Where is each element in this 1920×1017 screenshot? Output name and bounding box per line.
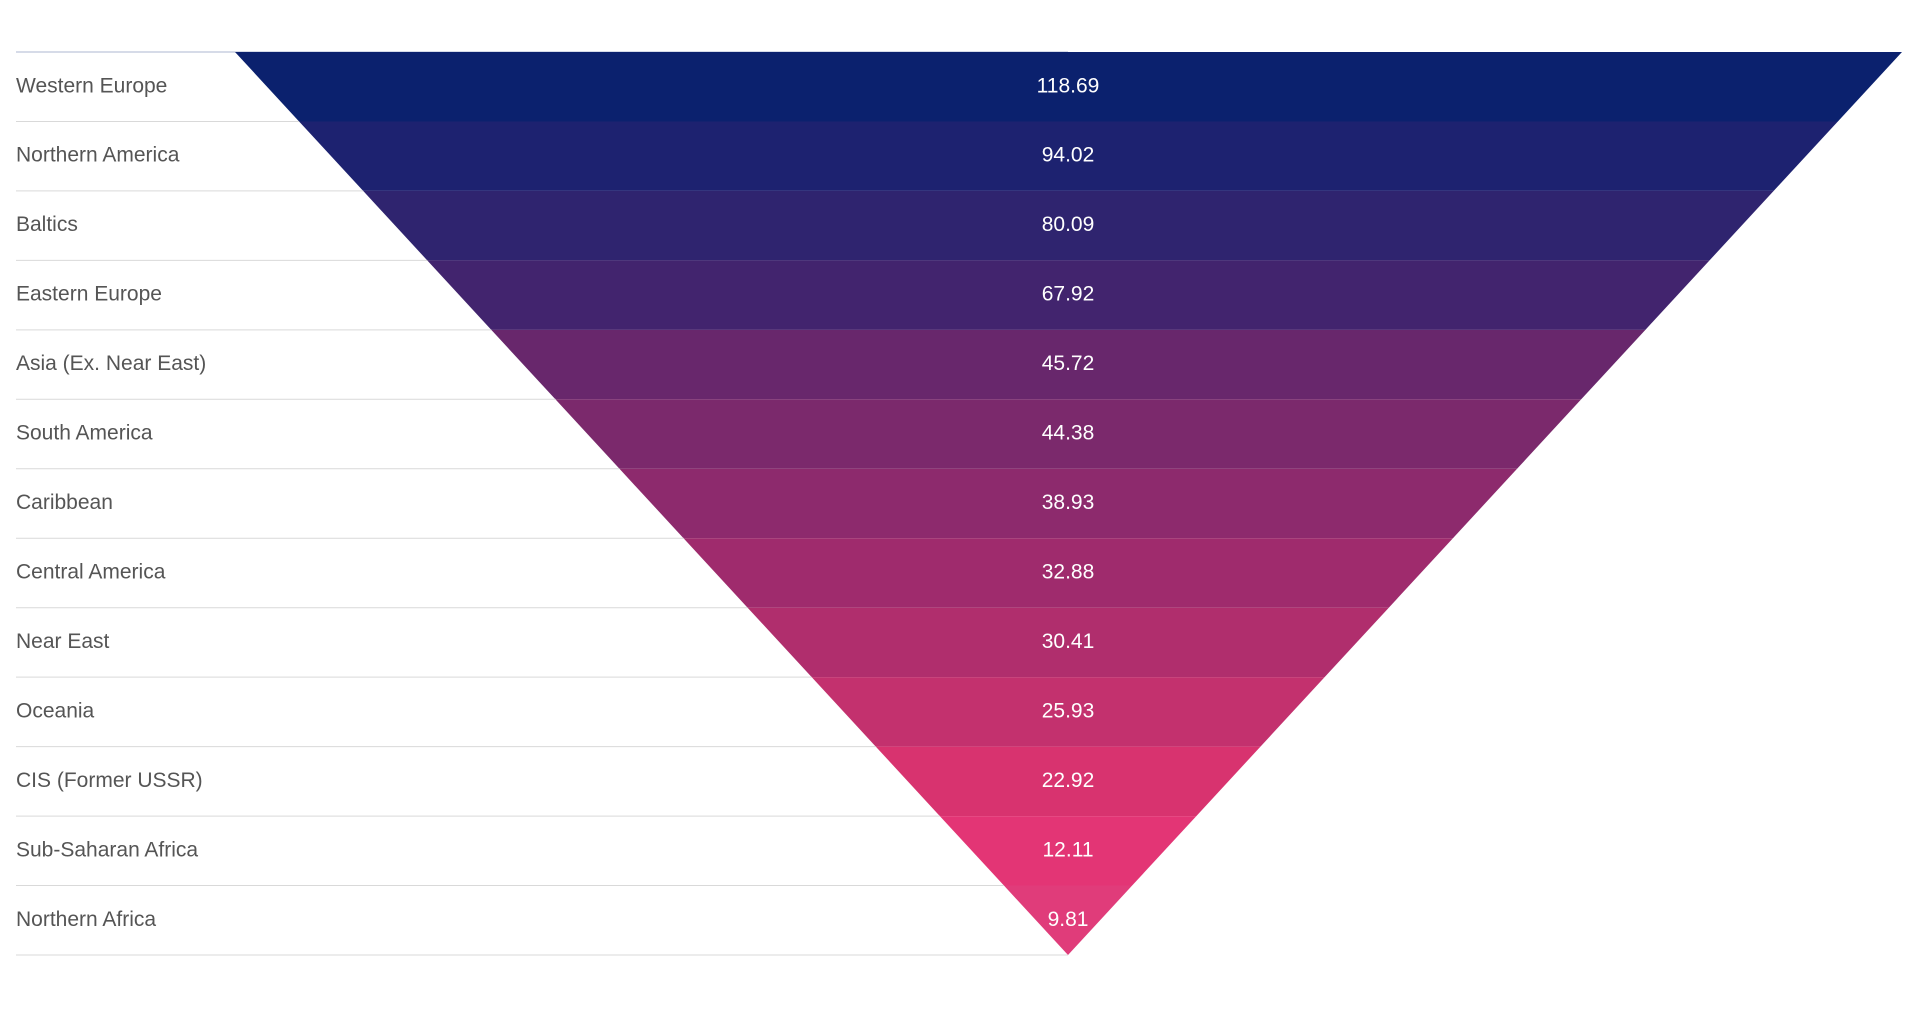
value-label: 12.11 — [1043, 838, 1094, 861]
value-label: 94.02 — [1042, 144, 1095, 167]
value-label: 45.72 — [1042, 352, 1095, 375]
category-label: Northern America — [16, 144, 180, 167]
category-label: Oceania — [16, 699, 95, 722]
category-label: Central America — [16, 561, 166, 584]
funnel-segment[interactable] — [619, 468, 1518, 539]
value-label: 32.88 — [1042, 561, 1095, 584]
value-label: 22.92 — [1042, 769, 1095, 792]
funnel-segment[interactable] — [939, 816, 1197, 886]
funnel-segment[interactable] — [747, 607, 1389, 678]
funnel-segment[interactable] — [683, 538, 1453, 608]
category-label: Baltics — [16, 213, 78, 236]
funnel-segment[interactable] — [363, 190, 1774, 261]
category-label: Asia (Ex. Near East) — [16, 352, 206, 375]
category-label: Near East — [16, 630, 110, 653]
value-label: 44.38 — [1042, 422, 1095, 445]
category-label: Western Europe — [16, 74, 167, 97]
category-label: South America — [16, 422, 153, 445]
funnel-segment[interactable] — [811, 677, 1325, 747]
value-label: 67.92 — [1042, 283, 1095, 306]
category-label: Sub-Saharan Africa — [16, 838, 198, 861]
funnel-segment[interactable] — [299, 121, 1838, 191]
value-label: 118.69 — [1037, 74, 1100, 97]
funnel-segment[interactable] — [555, 399, 1582, 469]
value-label: 30.41 — [1042, 630, 1095, 653]
funnel-segment[interactable] — [875, 746, 1261, 817]
funnel-segment[interactable] — [1003, 885, 1133, 955]
category-label: Caribbean — [16, 491, 113, 514]
value-label: 38.93 — [1042, 491, 1095, 514]
funnel-segment[interactable] — [427, 260, 1710, 330]
category-label: CIS (Former USSR) — [16, 769, 203, 792]
value-label: 80.09 — [1042, 213, 1095, 236]
value-label: 25.93 — [1042, 699, 1095, 722]
value-label: 9.81 — [1048, 908, 1089, 931]
category-label: Northern Africa — [16, 908, 156, 931]
funnel-segment[interactable] — [235, 52, 1902, 122]
category-label: Eastern Europe — [16, 283, 162, 306]
funnel-segment[interactable] — [491, 329, 1646, 400]
